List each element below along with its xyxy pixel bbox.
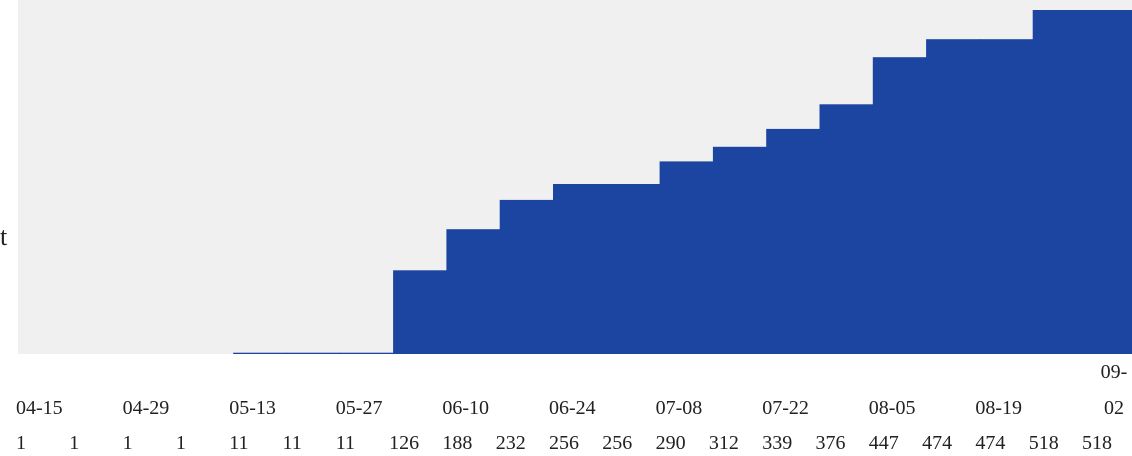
x-tick-labels: 04-15 04-29 05-13 05-27 06-10 06-24 07-08 07-22… bbox=[16, 361, 1127, 419]
count-label: 11 bbox=[283, 432, 302, 454]
count-label: 126 bbox=[389, 432, 419, 454]
x-tick-label: 08-19 bbox=[975, 397, 1022, 419]
area-step bbox=[1086, 10, 1132, 354]
count-label: 474 bbox=[975, 432, 1005, 454]
x-tick-label: 06-24 bbox=[549, 397, 596, 419]
area-step bbox=[393, 270, 447, 354]
x-tick-label: 02 bbox=[1104, 397, 1124, 419]
count-label: 188 bbox=[442, 432, 472, 454]
count-label: 518 bbox=[1029, 432, 1059, 454]
x-tick-label: 04-29 bbox=[123, 397, 170, 419]
area-step bbox=[872, 57, 927, 354]
area-step bbox=[339, 352, 394, 354]
area-step bbox=[499, 199, 554, 354]
area-step bbox=[553, 184, 607, 354]
x-tick-label: 08-05 bbox=[869, 397, 916, 419]
area-step bbox=[446, 229, 501, 354]
count-label: 1 bbox=[176, 432, 186, 454]
count-label: 290 bbox=[656, 432, 686, 454]
count-label: 312 bbox=[709, 432, 739, 454]
count-labels: 1 1 1 1 11 11 11 126 188 232 256 256 290 312 339 376 447… bbox=[16, 432, 1112, 454]
count-label: 376 bbox=[816, 432, 846, 454]
area-step bbox=[979, 39, 1034, 354]
area-step bbox=[926, 39, 980, 354]
count-label: 339 bbox=[762, 432, 792, 454]
x-tick-label: 07-08 bbox=[656, 397, 703, 419]
area-step bbox=[819, 104, 874, 354]
x-tick-label: 07-22 bbox=[762, 397, 809, 419]
count-label: 232 bbox=[496, 432, 526, 454]
x-tick-label: 05-13 bbox=[229, 397, 276, 419]
count-label: 256 bbox=[602, 432, 632, 454]
count-label: 1 bbox=[69, 432, 79, 454]
x-tick-label: 05-27 bbox=[336, 397, 383, 419]
area-step bbox=[712, 146, 767, 354]
count-label: 11 bbox=[336, 432, 355, 454]
x-tick-label: 06-10 bbox=[442, 397, 489, 419]
count-label: 447 bbox=[869, 432, 899, 454]
area-step bbox=[233, 352, 288, 354]
count-label: 1 bbox=[16, 432, 26, 454]
count-label: 518 bbox=[1082, 432, 1112, 454]
count-label: 1 bbox=[123, 432, 133, 454]
series-area-group bbox=[233, 10, 1132, 354]
y-axis-label-fragment: t bbox=[0, 222, 8, 251]
x-tick-label: 09- bbox=[1101, 361, 1128, 383]
area-step bbox=[606, 184, 661, 354]
count-label: 474 bbox=[922, 432, 952, 454]
area-step bbox=[766, 128, 821, 354]
area-step bbox=[1032, 10, 1087, 354]
area-step bbox=[286, 352, 341, 354]
count-label: 256 bbox=[549, 432, 579, 454]
area-step bbox=[659, 161, 714, 354]
count-label: 11 bbox=[229, 432, 248, 454]
x-tick-label: 04-15 bbox=[16, 397, 63, 419]
